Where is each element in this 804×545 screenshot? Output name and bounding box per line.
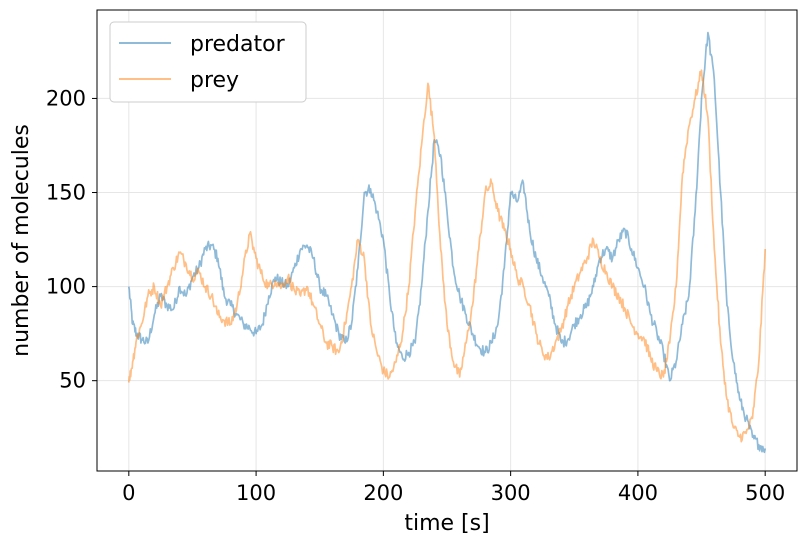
legend-label-predator: predator: [190, 32, 286, 57]
x-tick-label: 100: [236, 481, 276, 505]
x-tick-label: 400: [618, 481, 658, 505]
x-tick-label: 300: [491, 481, 531, 505]
x-tick-label: 500: [745, 481, 785, 505]
y-tick-label: 100: [46, 275, 86, 299]
legend: predator prey: [109, 21, 307, 103]
series-line-prey: [127, 69, 767, 443]
y-tick-label: 200: [46, 86, 86, 110]
legend-label-prey: prey: [190, 68, 239, 93]
series-layer: [127, 31, 767, 454]
x-tick-label: 200: [363, 481, 403, 505]
x-axis-title: time [s]: [404, 511, 489, 536]
series-line-predator: [127, 31, 767, 454]
x-tick-label: 0: [122, 481, 135, 505]
y-tick-label: 50: [59, 369, 86, 393]
y-tick-label: 150: [46, 181, 86, 205]
y-axis-title: number of molecules: [9, 124, 34, 357]
ticks: 0 100 200 300 400 500 50 100 150 200: [46, 86, 785, 505]
plot-frame: [96, 9, 798, 472]
